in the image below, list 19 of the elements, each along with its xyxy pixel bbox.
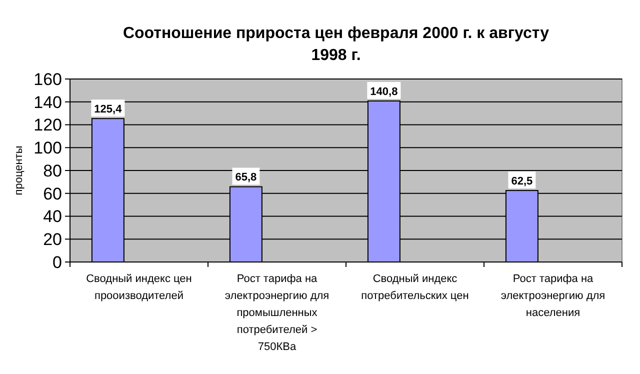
y-tick-label: 80: [43, 161, 62, 180]
y-tick-label: 60: [43, 184, 62, 204]
y-tick-label: 140: [34, 92, 62, 112]
y-tick-label: 120: [34, 116, 62, 135]
y-tick-label: 40: [43, 207, 62, 226]
data-label: 65,8: [235, 172, 257, 184]
y-tick-label: 20: [43, 230, 62, 250]
y-tick-label: 160: [34, 70, 62, 89]
x-tick-label: Сводный индекс цен прооизводителей: [86, 273, 192, 302]
x-tick-label: Сводный индекс потребительских цен: [361, 273, 469, 302]
y-tick-label: 0: [52, 252, 62, 272]
data-label: 62,5: [511, 176, 533, 188]
x-tick-label: Рост тарифа на электроэнергию для промышленных потребителей > 750КВа: [224, 273, 330, 353]
data-label: 140,8: [370, 86, 398, 98]
data-label: 125,4: [94, 104, 123, 116]
chart-title: Соотношение прироста цен февраля 2000 г. к августу 1998 г.: [122, 25, 550, 64]
y-tick-label: 100: [34, 138, 62, 158]
x-tick-label: Рост тарифа на электроэнергию для населения: [500, 273, 606, 319]
y-axis-title: проценты: [13, 146, 25, 196]
